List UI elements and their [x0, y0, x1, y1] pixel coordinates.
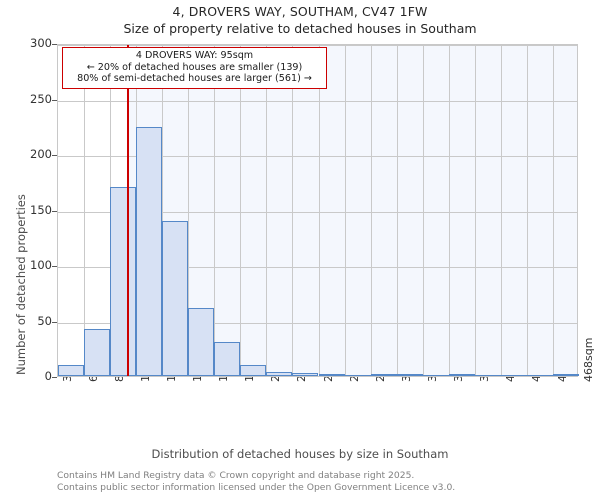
gridline-y-150	[58, 211, 577, 213]
property-annotation-box: 4 DROVERS WAY: 95sqm ← 20% of detached h…	[62, 47, 327, 90]
gridline-x-189sqm	[240, 45, 242, 376]
gridline-x-318sqm	[396, 45, 398, 376]
gridline-x-361sqm	[448, 45, 450, 376]
annotation-line-2: ← 20% of detached houses are smaller (13…	[86, 61, 303, 73]
plot-area	[57, 44, 579, 377]
gridline-y-200	[58, 156, 577, 157]
gridline-x-146sqm	[188, 45, 190, 376]
bar-210sqm	[266, 371, 293, 376]
bar-38sqm	[58, 364, 85, 376]
gridline-x-296sqm	[370, 45, 372, 376]
bar-253sqm	[318, 374, 345, 376]
footer-line-1: Contains HM Land Registry data © Crown c…	[57, 470, 415, 481]
gridline-y-100	[58, 267, 577, 268]
bar-232sqm	[292, 372, 319, 376]
bar-382sqm	[474, 375, 501, 376]
y-tick-mark-200	[52, 155, 57, 156]
gridline-x-253sqm	[318, 45, 320, 376]
bar-425sqm	[526, 375, 553, 376]
footer-line-2: Contains public sector information licen…	[57, 482, 456, 494]
y-tick-100: 100	[30, 258, 52, 272]
x-tick-468sqm: 468sqm	[582, 337, 595, 382]
gridline-y-50	[58, 322, 577, 324]
bar-339sqm	[422, 375, 449, 376]
x-axis-label: Distribution of detached houses by size …	[151, 447, 449, 461]
gridline-y-250	[58, 100, 577, 102]
bar-296sqm	[370, 373, 397, 376]
y-tick-300: 300	[30, 36, 52, 50]
y-axis-label: Number of detached properties	[14, 194, 28, 375]
y-tick-250: 250	[30, 91, 52, 106]
gridline-x-447sqm	[552, 45, 554, 376]
y-tick-mark-250	[52, 99, 57, 101]
gridline-x-210sqm	[266, 45, 268, 376]
bar-124sqm	[162, 220, 189, 376]
annotation-line-3: 80% of semi-detached houses are larger (…	[77, 73, 312, 85]
y-tick-mark-300	[52, 44, 57, 45]
bar-318sqm	[396, 374, 423, 376]
y-tick-50: 50	[37, 313, 52, 328]
y-tick-0: 0	[44, 369, 52, 383]
attribution-footer: Contains HM Land Registry data © Crown c…	[57, 470, 455, 494]
gridline-x-60sqm	[84, 45, 86, 376]
y-tick-150: 150	[30, 202, 52, 217]
bar-167sqm	[214, 341, 241, 376]
gridline-x-167sqm	[214, 45, 216, 376]
gridline-x-425sqm	[526, 45, 528, 376]
gridline-x-232sqm	[292, 45, 294, 376]
bar-404sqm	[500, 375, 527, 376]
annotation-line-1: 4 DROVERS WAY: 95sqm	[135, 50, 254, 61]
gridline-x-382sqm	[474, 45, 476, 376]
bar-275sqm	[344, 375, 371, 376]
gridline-x-124sqm	[162, 45, 164, 376]
bar-81sqm	[110, 187, 137, 376]
bar-103sqm	[136, 127, 163, 376]
gridline-x-339sqm	[422, 45, 424, 376]
chart-subtitle: Size of property relative to detached ho…	[123, 21, 477, 36]
page-title: 4, DROVERS WAY, SOUTHAM, CV47 1FW	[172, 4, 428, 19]
y-tick-200: 200	[30, 147, 52, 161]
y-tick-mark-100	[52, 266, 57, 267]
bar-60sqm	[84, 329, 111, 376]
gridline-x-275sqm	[344, 45, 346, 376]
bar-146sqm	[188, 308, 215, 376]
bar-361sqm	[448, 374, 475, 376]
bar-447sqm	[552, 374, 579, 376]
gridline-y-300	[58, 45, 577, 46]
y-tick-mark-150	[52, 210, 57, 212]
y-tick-mark-0	[52, 377, 57, 378]
bar-189sqm	[240, 364, 267, 376]
y-tick-mark-50	[52, 321, 57, 323]
gridline-x-404sqm	[500, 45, 502, 376]
property-marker-line	[127, 45, 129, 376]
